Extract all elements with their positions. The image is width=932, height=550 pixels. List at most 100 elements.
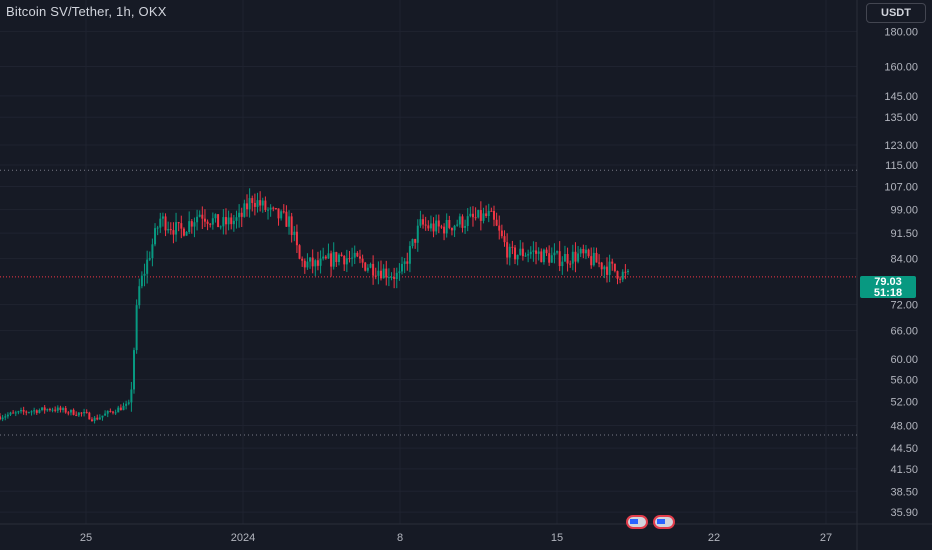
candle-body: [25, 411, 28, 413]
candle-body: [527, 254, 530, 256]
candle-body: [474, 217, 477, 219]
candle-body: [424, 224, 427, 226]
currency-button[interactable]: USDT: [866, 3, 926, 23]
candle-body: [516, 254, 519, 260]
candle-body: [46, 409, 49, 411]
candle-body: [411, 239, 414, 247]
y-tick-label: 66.00: [890, 326, 918, 338]
candle-body: [603, 266, 606, 270]
candle-body: [164, 216, 167, 231]
candle-body: [574, 251, 577, 262]
candle-body: [230, 217, 233, 225]
y-tick-label: 60.00: [890, 354, 918, 366]
candle-body: [288, 216, 291, 227]
candle-body: [272, 207, 275, 209]
candle-body: [67, 412, 70, 414]
candle-body: [185, 231, 188, 236]
candle-body: [364, 262, 367, 271]
candle-body: [611, 261, 614, 264]
candle-body: [245, 203, 248, 210]
candle-body: [482, 213, 485, 221]
candle-body: [301, 258, 304, 261]
y-tick-label: 99.00: [890, 205, 918, 217]
candle-body: [440, 226, 443, 228]
candle-body: [169, 229, 172, 231]
candle-body: [514, 247, 517, 260]
candle-body: [17, 411, 20, 413]
candle-body: [469, 213, 472, 217]
candle-body: [69, 409, 72, 413]
candle-body: [177, 222, 180, 224]
candle-body: [435, 220, 438, 232]
candle-body: [151, 244, 154, 259]
candle-body: [143, 273, 146, 276]
candle-body: [500, 230, 503, 237]
candle-body: [146, 259, 149, 274]
candle-body: [471, 213, 474, 218]
candle-body: [43, 407, 46, 411]
y-tick-label: 145.00: [884, 91, 918, 103]
candle-body: [38, 410, 41, 413]
candle-body: [0, 416, 1, 420]
candle-body: [269, 207, 272, 210]
candle-body: [540, 251, 543, 263]
candle-body: [6, 414, 9, 417]
candle-body: [335, 252, 338, 263]
candle-body: [561, 261, 564, 267]
candle-body: [427, 225, 430, 229]
candle-body: [563, 253, 566, 262]
candle-body: [495, 219, 498, 226]
candle-body: [592, 252, 595, 266]
candle-body: [380, 270, 383, 279]
candle-body: [224, 217, 227, 225]
x-tick-label: 22: [708, 532, 720, 544]
candle-body: [521, 248, 524, 257]
candle-body: [104, 413, 107, 416]
candle-body: [542, 249, 545, 263]
candle-body: [253, 203, 256, 207]
candle-body: [201, 214, 204, 219]
bar-countdown: 51:18: [873, 287, 903, 299]
candle-body: [401, 263, 404, 272]
candle-body: [358, 256, 361, 259]
candle-body: [27, 412, 30, 414]
candle-body: [214, 214, 217, 219]
candle-body: [198, 214, 201, 217]
candle-body: [327, 253, 330, 259]
candle-body: [232, 220, 235, 225]
candle-body: [133, 350, 136, 390]
candle-body: [90, 419, 93, 422]
candle-body: [309, 257, 312, 262]
candle-body: [20, 410, 23, 412]
x-tick-label: 2024: [231, 532, 255, 544]
us-flag-icon[interactable]: [626, 515, 648, 529]
candle-body: [490, 210, 493, 212]
candle-body: [372, 263, 375, 276]
candle-body: [584, 249, 587, 254]
candle-body: [524, 255, 527, 257]
candle-body: [306, 261, 309, 268]
candle-body: [96, 417, 99, 420]
us-flag-icon[interactable]: [653, 515, 675, 529]
candle-body: [627, 270, 629, 273]
y-tick-label: 56.00: [890, 375, 918, 387]
candle-body: [1, 417, 4, 420]
candle-body: [98, 417, 101, 420]
y-tick-label: 48.00: [890, 421, 918, 433]
candle-body: [406, 261, 409, 264]
candle-body: [30, 411, 33, 413]
symbol-title[interactable]: Bitcoin SV/Tether, 1h, OKX: [6, 4, 167, 19]
candle-body: [343, 256, 346, 265]
candle-body: [437, 220, 440, 227]
candle-body: [487, 210, 490, 216]
candle-body: [59, 407, 62, 411]
candle-body: [393, 276, 396, 279]
candle-body: [240, 212, 243, 217]
candle-body: [369, 263, 372, 268]
candle-body: [285, 211, 288, 227]
candle-body: [477, 210, 480, 218]
candle-body: [458, 216, 461, 225]
candle-body: [138, 286, 141, 306]
